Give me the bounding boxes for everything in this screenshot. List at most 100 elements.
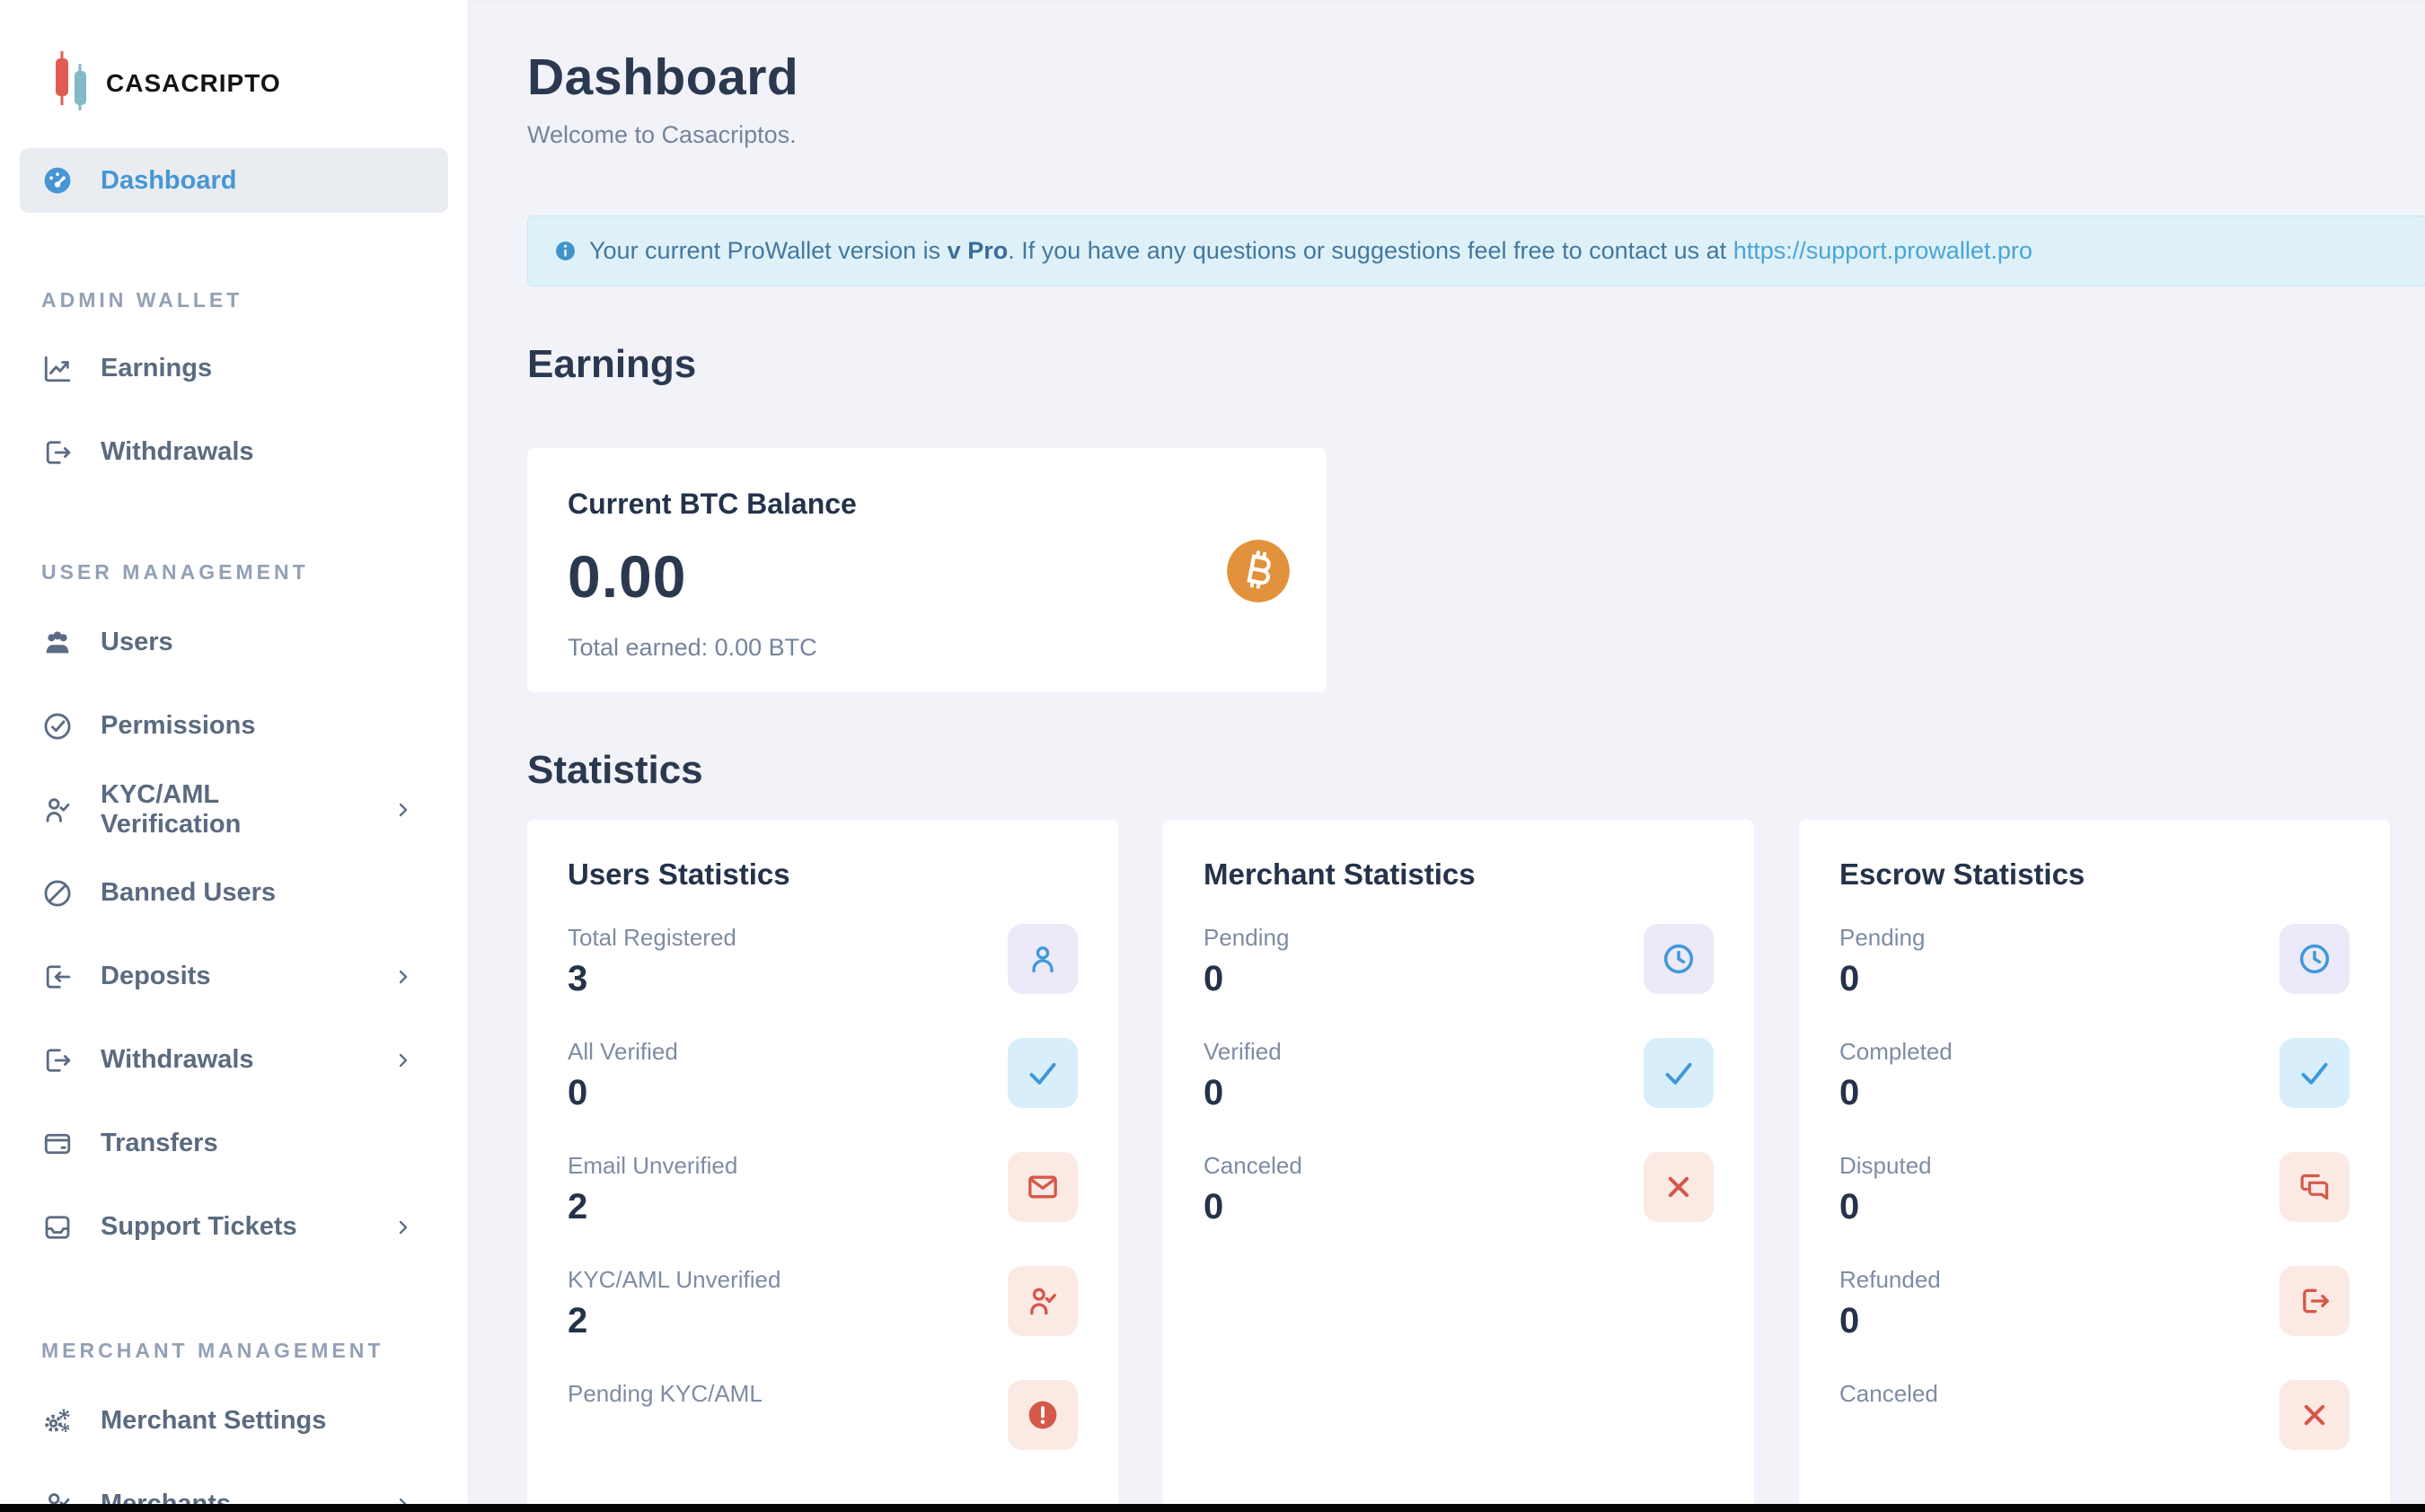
card-title: Merchant Statistics <box>1204 857 1476 891</box>
check-icon <box>1644 1038 1714 1108</box>
sidebar: CASACRIPTO Dashboard ADMIN WALLET <box>0 0 469 1512</box>
stat-value: 0 <box>1839 959 1860 998</box>
person-check-icon <box>41 794 74 826</box>
stat-row-refunded: Refunded 0 <box>1839 1266 2350 1341</box>
sidebar-item-merchant-settings[interactable]: Merchant Settings <box>0 1379 468 1463</box>
stat-label: All Verified <box>568 1038 678 1065</box>
info-icon <box>553 239 578 263</box>
candlestick-logo-icon <box>52 51 93 115</box>
sidebar-item-withdrawals-2[interactable]: Withdrawals <box>0 1018 468 1102</box>
sidebar-item-label: Banned Users <box>101 878 277 907</box>
x-icon <box>2280 1380 2350 1450</box>
sidebar-item-transfers[interactable]: Transfers <box>0 1102 468 1185</box>
stat-label: Canceled <box>1839 1380 1938 1407</box>
dashboard-gauge-icon <box>41 164 74 197</box>
sidebar-item-deposits[interactable]: Deposits <box>0 935 468 1018</box>
btc-balance-card: Current BTC Balance 0.00 Total earned: 0… <box>527 448 1327 692</box>
stat-row-verified: Verified 0 <box>1204 1038 1714 1112</box>
inbox-icon <box>41 1211 74 1244</box>
stat-label: Canceled <box>1204 1152 1302 1179</box>
stat-row-email-unverified: Email Unverified 2 <box>568 1152 1078 1226</box>
top-header-band <box>469 0 2425 1</box>
stat-row-kyc-aml-unverified: KYC/AML Unverified 2 <box>568 1266 1078 1341</box>
sidebar-item-support-tickets[interactable]: Support Tickets <box>0 1185 468 1269</box>
doc-arrow-in-icon <box>41 961 74 993</box>
statistics-heading: Statistics <box>527 748 703 792</box>
card-title: Users Statistics <box>568 857 790 891</box>
chart-line-icon <box>41 353 74 385</box>
chevron-right-icon <box>392 799 414 821</box>
sidebar-section-merchant-management: MERCHANT MANAGEMENT <box>41 1339 384 1362</box>
support-link[interactable]: https://support.prowallet.pro <box>1733 237 2033 264</box>
doc-arrow-out-icon <box>41 436 74 469</box>
users-group-icon <box>41 627 74 659</box>
sidebar-section-user-management: USER MANAGEMENT <box>41 560 309 584</box>
chat-bubbles-icon <box>2280 1152 2350 1222</box>
stat-label: Disputed <box>1839 1152 1932 1179</box>
page-subtitle: Welcome to Casacriptos. <box>527 121 797 148</box>
stat-label: Pending <box>1204 924 1290 951</box>
arrow-out-icon <box>2280 1266 2350 1336</box>
stat-row-pending: Pending 0 <box>1204 924 1714 998</box>
sidebar-item-users[interactable]: Users <box>0 601 468 684</box>
stat-row-canceled: Canceled 0 <box>1204 1152 1714 1226</box>
stat-value: 0 <box>1839 1073 1860 1112</box>
stat-row-pending: Pending 0 <box>1839 924 2350 998</box>
stat-value: 2 <box>568 1187 588 1226</box>
ban-icon <box>41 877 74 910</box>
check-icon <box>2280 1038 2350 1108</box>
stat-row-all-verified: All Verified 0 <box>568 1038 1078 1112</box>
sidebar-section-admin-wallet: ADMIN WALLET <box>41 288 243 312</box>
stat-row-pending-kyc-aml: Pending KYC/AML <box>568 1380 1078 1450</box>
sidebar-item-label: Withdrawals <box>101 437 254 466</box>
sidebar-item-banned-users[interactable]: Banned Users <box>0 851 468 935</box>
mail-icon <box>1008 1152 1078 1222</box>
btc-balance-title: Current BTC Balance <box>568 488 857 520</box>
stat-row-total-registered: Total Registered 3 <box>568 924 1078 998</box>
sidebar-item-withdrawals[interactable]: Withdrawals <box>0 410 468 494</box>
x-icon <box>1644 1152 1714 1222</box>
clock-icon <box>2280 924 2350 994</box>
sidebar-item-label: Deposits <box>101 962 211 990</box>
stat-row-disputed: Disputed 0 <box>1839 1152 2350 1226</box>
earnings-heading: Earnings <box>527 342 697 386</box>
stat-label: KYC/AML Unverified <box>568 1266 781 1293</box>
stat-label: Pending <box>1839 924 1926 951</box>
main-area: Dashboard Welcome to Casacriptos. Your c… <box>469 0 2425 1512</box>
brand-logo: CASACRIPTO <box>0 0 468 117</box>
card-title: Escrow Statistics <box>1839 857 2086 891</box>
stat-label: Completed <box>1839 1038 1953 1065</box>
check-icon <box>1008 1038 1078 1108</box>
merchant-statistics-card: Merchant Statistics Pending 0 <box>1163 820 1754 1512</box>
chevron-right-icon <box>392 1217 414 1238</box>
check-circle-icon <box>41 710 74 743</box>
stat-value: 2 <box>568 1301 588 1341</box>
doc-arrow-out-icon <box>41 1044 74 1077</box>
alert-circle-icon <box>1008 1380 1078 1450</box>
user-icon <box>1008 924 1078 994</box>
sidebar-item-permissions[interactable]: Permissions <box>0 684 468 768</box>
sidebar-item-label: Withdrawals <box>101 1045 254 1074</box>
stat-label: Pending KYC/AML <box>568 1380 763 1407</box>
stat-row-completed: Completed 0 <box>1839 1038 2350 1112</box>
sidebar-item-label: Support Tickets <box>101 1212 297 1241</box>
gears-icon <box>41 1405 74 1437</box>
stat-value: 0 <box>1204 1073 1224 1112</box>
credit-card-icon <box>41 1128 74 1160</box>
sidebar-item-label: KYC/AML Verification <box>101 779 242 839</box>
sidebar-item-label: Permissions <box>101 711 256 740</box>
version-label: v Pro <box>947 237 1009 264</box>
stat-label: Refunded <box>1839 1266 1941 1293</box>
stat-value: 0 <box>1204 1187 1224 1226</box>
sidebar-item-kyc-aml-verification[interactable]: KYC/AML Verification <box>0 768 468 851</box>
sidebar-item-label: Earnings <box>101 354 213 382</box>
stat-value: 0 <box>1839 1301 1860 1341</box>
sidebar-item-earnings[interactable]: Earnings <box>0 327 468 410</box>
escrow-statistics-card: Escrow Statistics Pending 0 <box>1799 820 2390 1512</box>
stat-value: 0 <box>568 1073 588 1112</box>
users-statistics-card: Users Statistics Total Registered 3 <box>527 820 1118 1512</box>
stat-label: Email Unverified <box>568 1152 738 1179</box>
sidebar-item-dashboard[interactable]: Dashboard <box>20 148 448 213</box>
brand-name: CASACRIPTO <box>106 68 281 97</box>
